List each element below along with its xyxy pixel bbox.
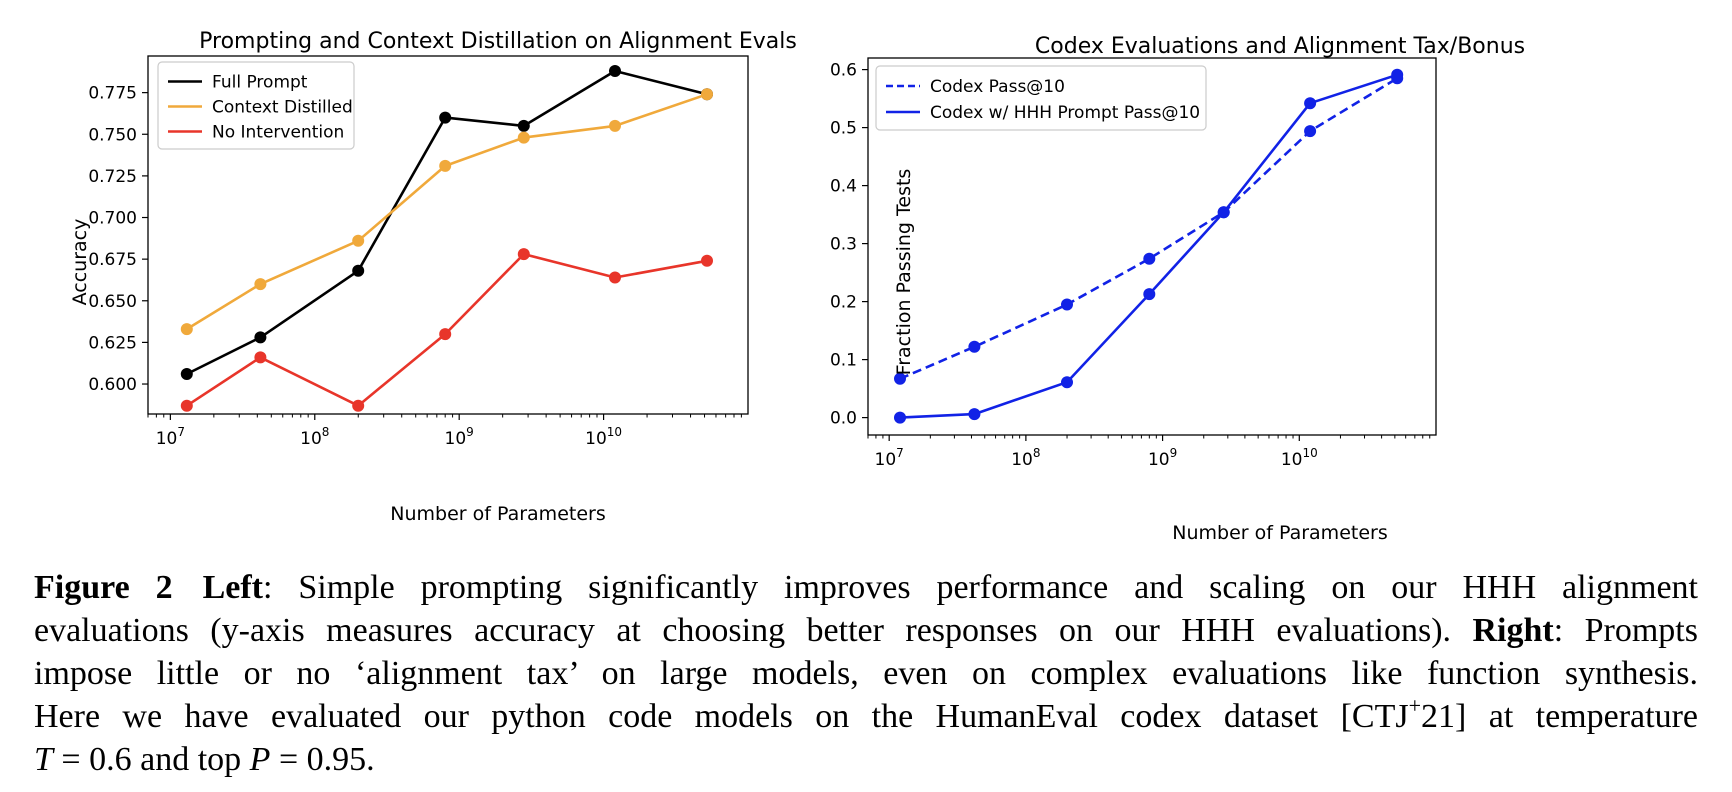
- legend-box-0: [157, 61, 355, 150]
- chart-right-legend: Codex Pass@10 Codex w/ HHH Prompt Pass@10: [875, 65, 1207, 131]
- chart-left-marks: [180, 65, 713, 412]
- data-point-1-1-1: [968, 408, 981, 421]
- data-point-1-0-3: [1143, 252, 1156, 265]
- chart-right-title: Codex Evaluations and Alignment Tax/Bonu…: [1035, 34, 1525, 59]
- y-tick-label-0-2: 0.650: [88, 292, 137, 312]
- caption-figure-label: Figure 2: [34, 569, 173, 606]
- data-point-0-0-1: [254, 331, 267, 344]
- data-point-0-2-3: [439, 328, 452, 341]
- chart-right: Codex Evaluations and Alignment Tax/Bonu…: [830, 34, 1525, 544]
- x-tick-label-1-0: 107: [875, 446, 904, 470]
- chart-left: Prompting and Context Distillation on Al…: [69, 29, 797, 525]
- data-point-0-1-3: [439, 159, 452, 172]
- data-point-1-0-5: [1304, 125, 1317, 138]
- y-tick-label-1-6: 0.6: [830, 61, 857, 81]
- y-tick-label-0-6: 0.750: [88, 125, 137, 145]
- y-tick-label-1-3: 0.3: [830, 235, 857, 255]
- data-point-1-1-0: [894, 411, 906, 424]
- caption-line-1: Figure 2 Left: Simple prompting significa…: [34, 566, 1698, 609]
- caption-right-label: Right: [1472, 612, 1554, 649]
- data-point-1-1-5: [1304, 97, 1317, 110]
- caption-left-text-2: evaluations (y-axis measures accuracy at…: [34, 612, 1473, 649]
- data-point-0-0-0: [180, 368, 193, 380]
- y-tick-label-1-5: 0.5: [830, 119, 857, 139]
- data-point-0-1-5: [609, 119, 621, 132]
- legend-label-1-1: Codex w/ HHH Prompt Pass@10: [930, 103, 1200, 123]
- chart-right-ylabel: Fraction Passing Tests: [893, 169, 915, 376]
- caption-line-2: evaluations (y-axis measures accuracy at…: [34, 609, 1698, 652]
- data-point-0-2-0: [180, 399, 193, 412]
- data-point-1-1-3: [1143, 288, 1156, 301]
- x-tick-label-1-3: 1010: [1281, 446, 1318, 470]
- x-tick-label-1-2: 109: [1148, 446, 1177, 470]
- caption-line-4-sup: +: [1408, 693, 1422, 718]
- y-tick-label-0-0: 0.600: [88, 375, 137, 395]
- legend-label-1-0: Codex Pass@10: [930, 77, 1065, 97]
- data-point-0-0-5: [609, 65, 621, 77]
- chart-left-axes: 0.600 0.625 0.650 0.675 0.700 0.725 0.750 0.775…: [88, 55, 749, 449]
- data-point-0-0-2: [352, 264, 365, 277]
- caption-line-4-a: Here we have evaluated our python code m…: [34, 698, 1409, 735]
- y-tick-label-0-5: 0.725: [88, 167, 137, 187]
- plot-frame-0: [147, 55, 749, 415]
- caption-p-val: = 0.95.: [270, 741, 375, 778]
- data-point-0-1-4: [517, 131, 530, 144]
- caption-p-var: P: [249, 741, 271, 778]
- chart-left-xlabel: Number of Parameters: [390, 503, 605, 525]
- data-point-0-2-4: [517, 248, 530, 261]
- chart-left-legend: Full Prompt Context Distilled No Intervent…: [157, 61, 355, 150]
- data-point-0-2-5: [609, 271, 621, 284]
- data-point-0-2-1: [254, 351, 267, 364]
- data-point-1-0-1: [968, 340, 981, 353]
- y-tick-label-1-4: 0.4: [830, 177, 857, 197]
- caption-t-val: = 0.6: [52, 741, 132, 778]
- y-tick-label-1-1: 0.1: [830, 351, 857, 371]
- y-tick-label-0-3: 0.675: [88, 250, 137, 270]
- chart-right-marks: [894, 68, 1404, 424]
- chart-right-xlabel: Number of Parameters: [1172, 522, 1387, 544]
- chart-left-ylabel: Accuracy: [69, 219, 91, 306]
- x-tick-label-0-1: 108: [300, 425, 329, 449]
- x-tick-label-0-3: 1010: [585, 425, 622, 449]
- legend-label-0-2: No Intervention: [212, 123, 344, 143]
- data-point-0-1-2: [352, 234, 365, 247]
- caption-line-3: impose little or no ‘alignment tax’ on l…: [34, 655, 1698, 692]
- chart-left-title: Prompting and Context Distillation on Al…: [199, 29, 797, 54]
- data-point-1-1-2: [1061, 376, 1073, 389]
- legend-label-0-0: Full Prompt: [212, 73, 308, 93]
- data-point-0-1-6: [701, 88, 713, 101]
- x-tick-label-0-2: 109: [445, 425, 474, 449]
- caption-left-label: Left: [202, 569, 264, 606]
- chart-right-axes: 0.0 0.1 0.2 0.3 0.4 0.5 0.6 107 108 109 1010: [830, 57, 1437, 470]
- data-point-0-0-4: [517, 119, 530, 132]
- data-point-0-1-0: [180, 323, 193, 336]
- x-tick-label-1-1: 108: [1011, 446, 1040, 470]
- figure-caption: Figure 2 Left: Simple prompting significa…: [34, 566, 1698, 781]
- x-tick-label-0-0: 107: [156, 425, 185, 449]
- data-point-0-0-3: [439, 111, 452, 124]
- y-tick-label-1-0: 0.0: [830, 409, 857, 429]
- caption-left-text: : Simple prompting significantly improve…: [263, 569, 1698, 606]
- plot-frame-1: [867, 57, 1437, 436]
- y-tick-label-0-7: 0.775: [88, 84, 137, 104]
- data-point-1-1-6: [1391, 68, 1404, 81]
- data-point-0-2-2: [352, 399, 365, 412]
- caption-line-4-b: 21] at temperature: [1421, 698, 1698, 735]
- data-point-0-2-6: [701, 254, 713, 267]
- caption-t-var: T: [34, 741, 53, 778]
- y-tick-label-1-2: 0.2: [830, 293, 857, 313]
- data-point-0-1-1: [254, 278, 267, 291]
- figure-charts: Prompting and Context Distillation on Al…: [69, 29, 1525, 544]
- legend-label-0-1: Context Distilled: [212, 98, 353, 118]
- legend-box-1: [875, 65, 1207, 131]
- data-point-1-1-4: [1217, 206, 1230, 219]
- caption-line-4: Here we have evaluated our python code m…: [34, 695, 1698, 738]
- caption-right-text: : Prompts: [1553, 612, 1698, 649]
- data-point-1-0-2: [1061, 298, 1073, 311]
- y-tick-label-0-1: 0.625: [88, 333, 137, 353]
- caption-and-top: and top: [131, 741, 250, 778]
- y-tick-label-0-4: 0.700: [88, 209, 137, 229]
- caption-line-5: T = 0.6 and top P = 0.95.: [34, 738, 1698, 781]
- data-point-1-0-0: [894, 372, 906, 385]
